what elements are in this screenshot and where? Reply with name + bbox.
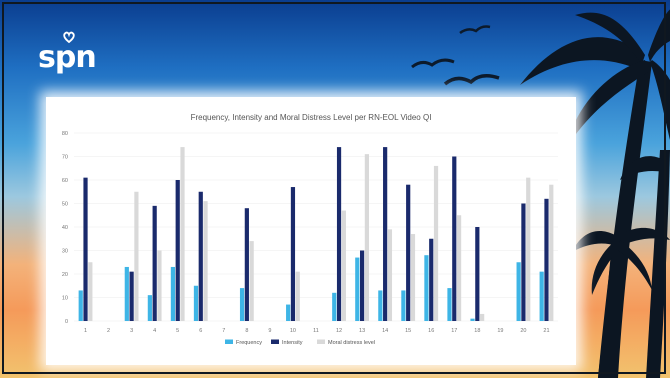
x-tick-label: 16 [428, 328, 434, 334]
x-tick-label: 13 [359, 328, 365, 334]
bar-moral-distress [203, 201, 208, 321]
bar-moral-distress [410, 234, 416, 321]
bar-intensity [129, 271, 134, 321]
x-tick-label: 9 [268, 328, 271, 334]
y-tick-label: 40 [62, 225, 68, 231]
bar-frequency [78, 290, 83, 321]
legend-label: Frequency [236, 340, 262, 346]
x-tick-label: 10 [290, 328, 296, 334]
x-tick-label: 21 [543, 328, 549, 334]
logo-text: spn [38, 40, 97, 75]
bar-frequency [447, 288, 452, 321]
bar-intensity [198, 191, 203, 321]
bird-icon [411, 58, 455, 69]
bar-frequency [355, 257, 360, 321]
bar-intensity [406, 184, 411, 321]
bar-intensity [152, 205, 157, 321]
legend-swatch-intensity [271, 339, 279, 344]
x-tick-label: 1 [84, 328, 87, 334]
legend-label: Moral distress level [328, 340, 375, 346]
bar-moral-distress [433, 165, 439, 321]
bar-moral-distress [134, 191, 139, 321]
bar-intensity [336, 147, 342, 321]
x-tick-label: 15 [405, 328, 411, 334]
bar-frequency [378, 290, 383, 321]
bar-intensity [544, 198, 549, 321]
bar-moral-distress [549, 184, 554, 321]
bar-intensity [452, 156, 457, 321]
bar-frequency [470, 318, 475, 321]
bird-icon [459, 25, 491, 35]
bar-frequency [239, 288, 245, 321]
bar-moral-distress [526, 177, 531, 321]
x-tick-label: 8 [245, 328, 248, 334]
x-tick-label: 19 [497, 328, 503, 334]
bar-moral-distress [387, 229, 393, 321]
x-tick-label: 4 [153, 328, 156, 334]
bar-intensity [383, 147, 388, 321]
y-tick-label: 60 [62, 178, 68, 184]
x-tick-label: 14 [382, 328, 388, 334]
y-tick-label: 80 [62, 131, 68, 137]
x-tick-label: 17 [451, 328, 457, 334]
bar-intensity [83, 177, 88, 321]
bar-intensity [429, 238, 434, 321]
bar-frequency [286, 304, 291, 321]
bar-moral-distress [364, 154, 369, 321]
bar-moral-distress [249, 241, 254, 321]
x-tick-label: 3 [130, 328, 133, 334]
bar-intensity [244, 208, 249, 321]
bar-intensity [521, 203, 526, 321]
bar-moral-distress [88, 262, 93, 321]
x-tick-label: 12 [336, 328, 342, 334]
x-tick-label: 5 [176, 328, 179, 334]
bar-frequency [539, 271, 544, 321]
bar-intensity [359, 250, 365, 321]
chart-title: Frequency, Intensity and Moral Distress … [190, 113, 432, 122]
bar-moral-distress [180, 147, 185, 321]
x-tick-label: 11 [313, 328, 319, 334]
bar-frequency [424, 255, 429, 321]
bar-frequency [401, 290, 406, 321]
y-tick-label: 20 [62, 272, 68, 278]
x-tick-label: 20 [520, 328, 526, 334]
y-tick-label: 50 [62, 202, 68, 208]
bar-frequency [332, 292, 337, 321]
legend-label: Intensity [282, 340, 303, 346]
bar-moral-distress [456, 215, 462, 321]
bar-frequency [516, 262, 521, 321]
y-tick-label: 30 [62, 249, 68, 255]
chart-card: Frequency, Intensity and Moral Distress … [46, 97, 576, 365]
bar-intensity [475, 227, 480, 321]
legend-swatch-frequency [225, 339, 233, 344]
legend-swatch-moral-distress [317, 339, 325, 344]
bar-moral-distress [295, 271, 300, 321]
bird-icon [443, 74, 500, 86]
bar-frequency [170, 266, 176, 321]
bar-moral-distress [341, 210, 346, 321]
y-tick-label: 70 [62, 155, 68, 161]
bar-frequency [147, 295, 152, 321]
y-tick-label: 10 [62, 296, 68, 302]
bar-frequency [193, 285, 199, 321]
bar-frequency [124, 266, 129, 321]
bar-intensity [290, 187, 296, 321]
x-tick-label: 18 [474, 328, 480, 334]
bar-moral-distress [157, 250, 162, 321]
bar-moral-distress [480, 313, 485, 321]
spn-logo: spn [38, 40, 97, 75]
x-tick-label: 2 [107, 328, 110, 334]
x-tick-label: 7 [222, 328, 225, 334]
x-tick-label: 6 [199, 328, 202, 334]
bar-intensity [175, 180, 180, 321]
heart-icon [63, 31, 75, 44]
y-tick-label: 0 [65, 319, 68, 325]
